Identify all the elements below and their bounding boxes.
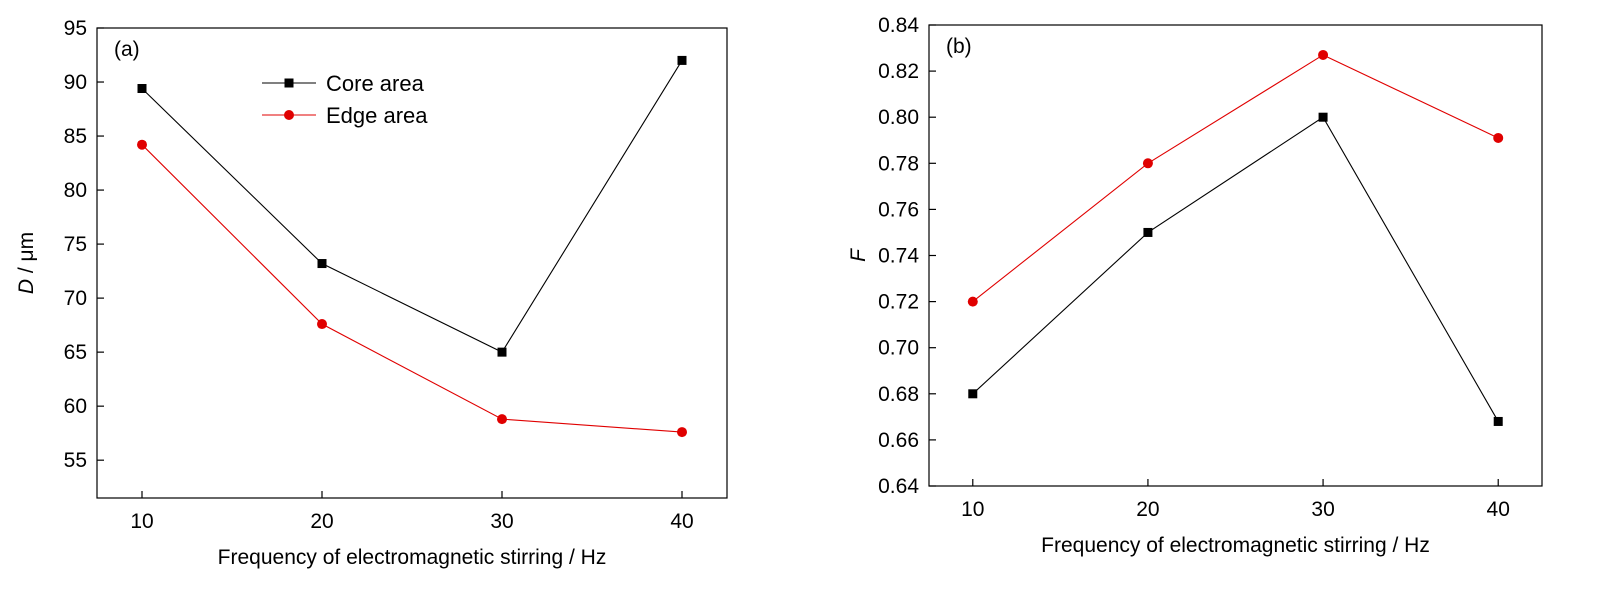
series-line: [972, 54, 1499, 303]
legend-marker: [284, 78, 294, 88]
y-tick-label: 70: [64, 287, 87, 310]
y-tick-label: 0.78: [878, 152, 919, 175]
data-point: [497, 347, 507, 357]
x-tick-label: 10: [130, 510, 153, 533]
x-tick-label: 40: [1487, 498, 1510, 521]
chart-a: 55 60 65 70 75 80 85 90 95 10 20 30 40 Frequency of e…: [15, 17, 728, 569]
y-axis-variable: D: [15, 279, 38, 294]
y-tick-label: 0.68: [878, 383, 919, 406]
series-line: [972, 116, 1499, 422]
data-point: [1493, 416, 1503, 426]
x-tick-label: 20: [310, 510, 333, 533]
plot-frame: [96, 27, 728, 499]
data-point: [1142, 158, 1153, 169]
data-point: [968, 389, 978, 399]
chart-b: 0.64 0.66 0.68 0.70 0.72 0.74 0.76 0.78 0.80 0.82…: [847, 14, 1543, 557]
y-tick-label: 0.70: [878, 337, 919, 360]
y-tick-label: 0.66: [878, 429, 919, 452]
data-point: [137, 84, 147, 94]
y-tick-label: 85: [64, 125, 87, 148]
series-line: [141, 144, 683, 433]
y-tick-label: 0.64: [878, 475, 919, 498]
y-tick-label: 90: [64, 71, 87, 94]
y-tick-label: 0.74: [878, 245, 919, 268]
plot-frame: [928, 24, 1543, 487]
y-tick-label: 0.82: [878, 60, 919, 83]
x-axis-title: Frequency of electromagnetic stirring / …: [1041, 534, 1430, 557]
x-tick-label: 30: [490, 510, 513, 533]
x-axis-title: Frequency of electromagnetic stirring / …: [218, 546, 607, 569]
data-point: [1318, 112, 1328, 122]
data-point: [677, 55, 687, 65]
y-axis-variable: F: [847, 248, 870, 262]
data-point: [317, 259, 327, 269]
panel-label: (b): [946, 35, 972, 58]
legend-label: Edge area: [326, 103, 428, 128]
y-axis-title: D / μm: [15, 232, 38, 294]
x-tick-label: 40: [670, 510, 693, 533]
y-tick-label: 60: [64, 395, 87, 418]
data-point: [677, 427, 687, 438]
y-axis-title: F: [847, 248, 870, 262]
data-point: [497, 414, 507, 425]
data-point: [967, 296, 978, 307]
y-axis-unit: / μm: [15, 232, 38, 279]
y-tick-label: 0.72: [878, 291, 919, 314]
y-tick-label: 65: [64, 341, 87, 364]
series-line: [141, 60, 683, 353]
x-tick-label: 20: [1136, 498, 1159, 521]
y-tick-label: 0.84: [878, 14, 919, 37]
y-tick-label: 75: [64, 233, 87, 256]
y-tick-label: 80: [64, 179, 87, 202]
legend-label: Core area: [326, 71, 425, 96]
y-tick-label: 55: [64, 449, 87, 472]
y-tick-label: 95: [64, 17, 87, 40]
x-tick-label: 30: [1311, 498, 1334, 521]
data-point: [1143, 227, 1153, 237]
legend-marker: [284, 110, 294, 120]
panel-label: (a): [114, 38, 140, 61]
y-tick-label: 0.80: [878, 106, 919, 129]
data-point: [137, 139, 147, 150]
data-point: [1318, 49, 1329, 60]
y-tick-label: 0.76: [878, 198, 919, 221]
x-tick-label: 10: [961, 498, 984, 521]
data-point: [317, 319, 327, 330]
data-point: [1493, 132, 1504, 143]
